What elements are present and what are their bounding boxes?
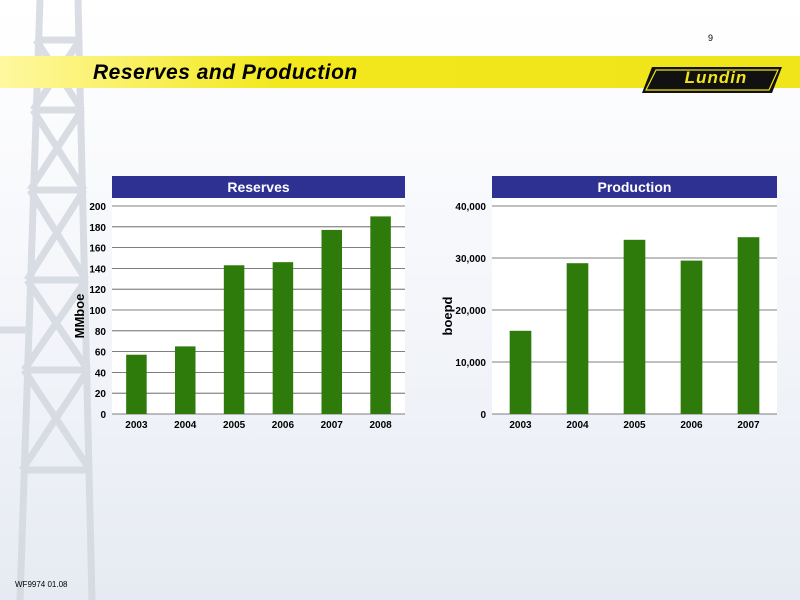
bar xyxy=(370,216,391,414)
x-tick-label: 2007 xyxy=(737,420,760,431)
chart-title: Production xyxy=(598,179,672,195)
y-tick-label: 60 xyxy=(95,348,107,359)
x-tick-label: 2006 xyxy=(680,420,703,431)
bar xyxy=(737,237,760,414)
y-tick-label: 180 xyxy=(89,223,106,234)
y-tick-label: 30,000 xyxy=(455,254,486,265)
y-tick-label: 100 xyxy=(89,306,106,317)
x-tick-label: 2007 xyxy=(321,420,344,431)
y-axis-label: MMboe xyxy=(72,294,87,339)
x-tick-label: 2003 xyxy=(509,420,532,431)
x-tick-label: 2006 xyxy=(272,420,295,431)
y-tick-label: 40 xyxy=(95,368,107,379)
x-tick-label: 2004 xyxy=(174,420,197,431)
y-tick-label: 200 xyxy=(89,202,106,213)
page-title: Reserves and Production xyxy=(93,61,358,84)
x-tick-label: 2005 xyxy=(223,420,246,431)
y-axis-label: boepd xyxy=(440,296,455,335)
bar xyxy=(509,330,532,414)
y-tick-label: 140 xyxy=(89,264,106,275)
y-tick-label: 20,000 xyxy=(455,306,486,317)
y-tick-label: 0 xyxy=(100,410,106,421)
chart-title-band xyxy=(112,176,405,198)
bar xyxy=(321,229,343,414)
x-tick-label: 2004 xyxy=(566,420,589,431)
chart-title-band xyxy=(492,176,777,198)
document-code: WF9974 01.08 xyxy=(15,580,68,589)
bar xyxy=(566,263,589,414)
y-tick-label: 0 xyxy=(480,410,486,421)
oil-rig-icon xyxy=(0,0,96,600)
x-tick-label: 2008 xyxy=(369,420,392,431)
chart-title: Reserves xyxy=(227,179,289,195)
y-tick-label: 160 xyxy=(89,244,106,255)
y-tick-label: 40,000 xyxy=(455,202,486,213)
lundin-logo-icon xyxy=(642,67,782,93)
bar xyxy=(272,262,294,414)
bar xyxy=(680,260,703,414)
page-number: 9 xyxy=(708,33,714,43)
logo-text: Lundin xyxy=(684,68,748,87)
bar xyxy=(126,354,147,414)
bar xyxy=(174,346,196,414)
plot-area xyxy=(112,198,405,414)
y-tick-label: 10,000 xyxy=(455,358,486,369)
y-tick-label: 120 xyxy=(89,285,106,296)
y-tick-label: 20 xyxy=(95,389,107,400)
bar xyxy=(623,239,646,414)
bar xyxy=(223,265,245,414)
x-tick-label: 2003 xyxy=(125,420,148,431)
y-tick-label: 80 xyxy=(95,327,107,338)
x-tick-label: 2005 xyxy=(623,420,646,431)
